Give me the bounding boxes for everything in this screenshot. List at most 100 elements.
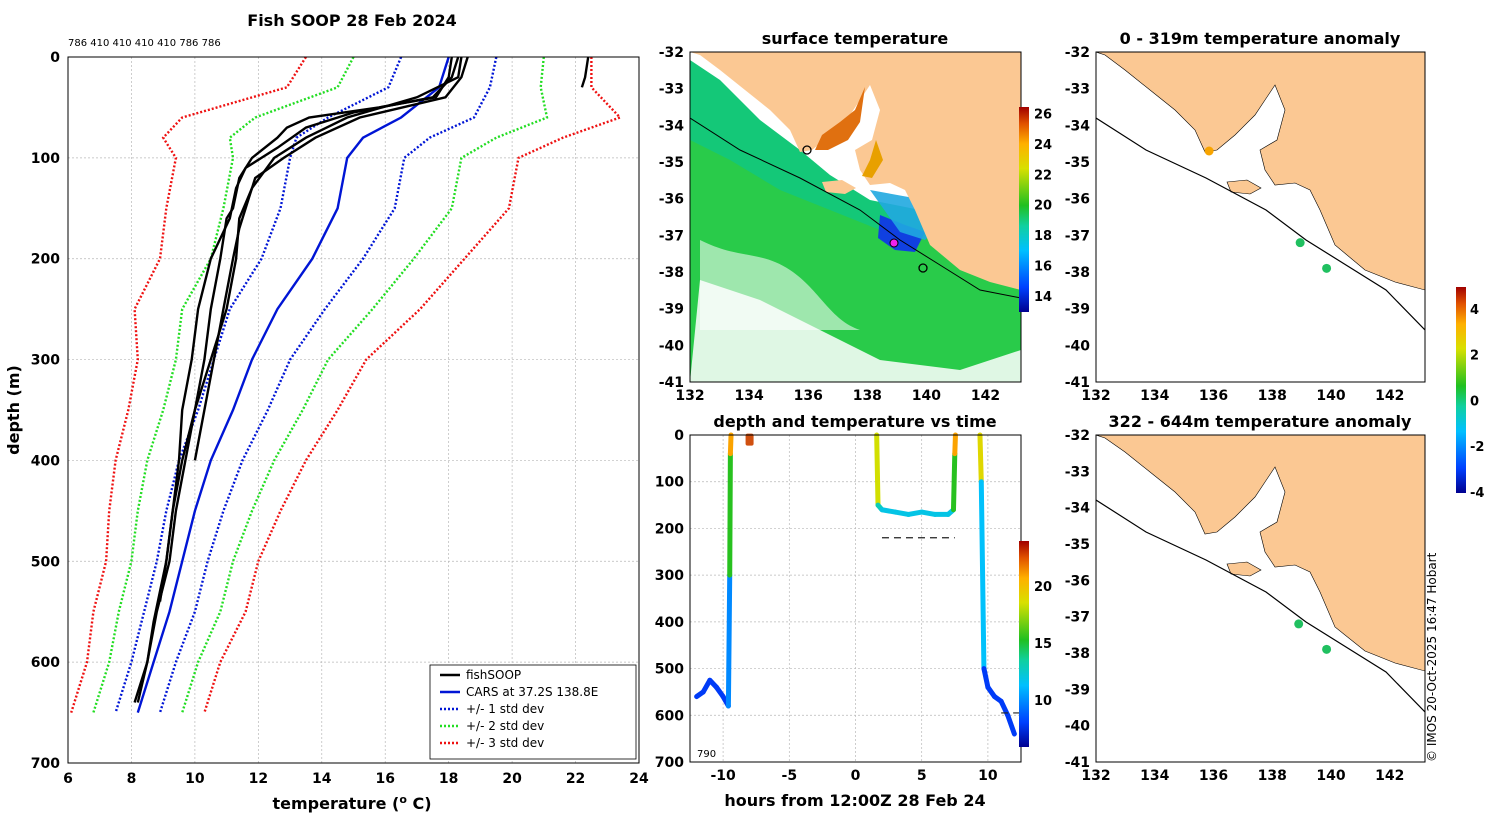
depth-time-seg-2-1 — [874, 432, 881, 508]
anomaly-lower-panel: 322 - 644m temperature anomaly 132 134 136… — [1065, 412, 1426, 784]
profile-legend: fishSOOP CARS at 37.2S 138.8E +/- 1 std … — [429, 664, 637, 760]
anomaly-lower-ytick--32: -32 — [1065, 428, 1090, 444]
sst-xtick-132: 132 — [675, 388, 704, 404]
sst-xtick-142: 142 — [971, 388, 1000, 404]
anomaly-lower-map — [1096, 435, 1425, 762]
depth-time-seg-1-7 — [727, 451, 733, 578]
profile-ticks: 6 8 10 12 14 16 18 20 22 24 0 100 200 300 400 500 600 700 — [31, 50, 649, 787]
anomaly-lower-ytick--38: -38 — [1065, 646, 1090, 662]
profile-xtick-24: 24 — [629, 771, 649, 787]
depth-time-title: depth and temperature vs time — [713, 412, 996, 431]
profile-ytick-700: 700 — [31, 756, 60, 772]
sst-shelf-contour — [690, 117, 1021, 299]
profile-std2-plus-line — [181, 56, 549, 713]
depth-time-panel: depth and temperature vs time -10 -5 0 5 100… — [655, 412, 1052, 810]
depth-time-ytick-100: 100 — [655, 475, 684, 491]
sst-cbar-tick-18: 18 — [1034, 229, 1052, 244]
profile-fishsoop-cast-5 — [580, 56, 590, 88]
depth-time-series — [694, 432, 1021, 737]
anomaly-upper-ytick--38: -38 — [1065, 265, 1090, 281]
anomaly-upper-ytick--40: -40 — [1065, 338, 1091, 354]
anomaly-upper-xtick-136: 136 — [1199, 388, 1228, 404]
sst-ytick--40: -40 — [659, 338, 685, 354]
depth-time-xtick-0: 0 — [851, 768, 861, 784]
depth-time-seg-1-6 — [725, 572, 733, 709]
legend-label-std1: +/- 1 std dev — [466, 702, 544, 716]
sst-island — [822, 180, 856, 194]
depth-time-seg-3-7 — [1005, 712, 1017, 737]
depth-time-xlabel: hours from 12:00Z 28 Feb 24 — [724, 791, 985, 810]
anomaly-lower-point-2 — [1322, 644, 1332, 654]
legend-label-fishsoop: fishSOOP — [466, 668, 521, 682]
sst-xtick-140: 140 — [912, 388, 941, 404]
anomaly-lower-contour — [1096, 499, 1425, 713]
sst-map — [690, 52, 1021, 382]
profile-ytick-0: 0 — [50, 50, 60, 66]
sst-marker-1 — [802, 145, 812, 155]
sst-cbar-tick-14: 14 — [1034, 290, 1052, 305]
sst-title: surface temperature — [762, 29, 949, 48]
profile-std1-minus-line — [114, 56, 403, 713]
depth-time-ytick-500: 500 — [655, 662, 684, 678]
profile-fishsoop-cast-1 — [133, 56, 453, 703]
anomaly-lower-ytick--34: -34 — [1065, 501, 1091, 517]
sst-cbar-tick-24: 24 — [1034, 138, 1052, 153]
anomaly-upper-ytick--36: -36 — [1065, 192, 1090, 208]
anomaly-lower-ticks: 132 134 136 138 140 142 -32 -33 -34 -35 -36 -37 -38 -… — [1065, 428, 1405, 784]
anomaly-upper-contour — [1096, 117, 1425, 331]
legend-box — [429, 664, 637, 760]
anomaly-colorbar-ticks: 4 2 0 -2 -4 — [1470, 303, 1484, 501]
anomaly-upper-xtick-138: 138 — [1258, 388, 1287, 404]
sst-ytick--39: -39 — [659, 302, 684, 318]
anomaly-upper-ytick--33: -33 — [1065, 82, 1090, 98]
depth-time-surface-marker — [745, 433, 754, 446]
anomaly-lower-ytick--35: -35 — [1065, 537, 1090, 553]
depth-time-xtick-10: 10 — [978, 768, 998, 784]
anomaly-upper-map — [1096, 52, 1425, 382]
depth-time-seg-2-10 — [952, 432, 958, 457]
anomaly-upper-ytick--32: -32 — [1065, 45, 1090, 61]
anomaly-lower-ytick--39: -39 — [1065, 682, 1090, 698]
profile-xtick-6: 6 — [63, 771, 73, 787]
profile-ytick-100: 100 — [31, 151, 60, 167]
anomaly-lower-ytick--37: -37 — [1065, 610, 1090, 626]
anomaly-lower-ytick--36: -36 — [1065, 573, 1090, 589]
sst-ytick--38: -38 — [659, 265, 684, 281]
sst-cbar-tick-16: 16 — [1034, 259, 1052, 274]
depth-time-seg-1-8 — [727, 432, 734, 457]
profile-ytick-500: 500 — [31, 554, 60, 570]
depth-time-annotation: 790 — [697, 749, 716, 760]
anomaly-lower-title: 322 - 644m temperature anomaly — [1109, 412, 1412, 431]
profile-ytick-400: 400 — [31, 453, 60, 469]
legend-label-std2: +/- 2 std dev — [466, 719, 544, 733]
profile-title: Fish SOOP 28 Feb 2024 — [247, 11, 456, 30]
sst-land-mask — [690, 52, 1021, 290]
anomaly-lower-ytick--41: -41 — [1065, 755, 1090, 771]
profile-cars-line — [136, 56, 450, 713]
sst-gulf-warm — [815, 87, 865, 150]
sst-cloud-mask — [690, 280, 1021, 382]
anomaly-cbar-tick--2: -2 — [1470, 440, 1484, 455]
anomaly-upper-xtick-132: 132 — [1081, 388, 1110, 404]
depth-time-ytick-300: 300 — [655, 568, 684, 584]
depth-time-grid — [690, 435, 1021, 762]
sst-ytick--37: -37 — [659, 228, 684, 244]
profile-xtick-16: 16 — [375, 771, 394, 787]
profile-frame — [67, 56, 640, 764]
sst-ytick--35: -35 — [659, 155, 684, 171]
depth-time-seg-3-2 — [978, 479, 987, 672]
sst-cbar-tick-22: 22 — [1034, 168, 1052, 183]
profile-std2-minus-line — [92, 56, 355, 713]
anomaly-upper-ytick--34: -34 — [1065, 118, 1091, 134]
profile-std3-minus-line — [70, 56, 307, 713]
anomaly-upper-xtick-142: 142 — [1375, 388, 1404, 404]
profile-ytick-600: 600 — [31, 655, 60, 671]
anomaly-upper-land — [1096, 52, 1425, 291]
anomaly-upper-title: 0 - 319m temperature anomaly — [1120, 29, 1401, 48]
anomaly-upper-points — [1204, 146, 1332, 273]
sst-cloud-mask-2 — [700, 240, 860, 330]
legend-label-std3: +/- 3 std dev — [466, 736, 544, 750]
anomaly-upper-xtick-134: 134 — [1140, 388, 1169, 404]
